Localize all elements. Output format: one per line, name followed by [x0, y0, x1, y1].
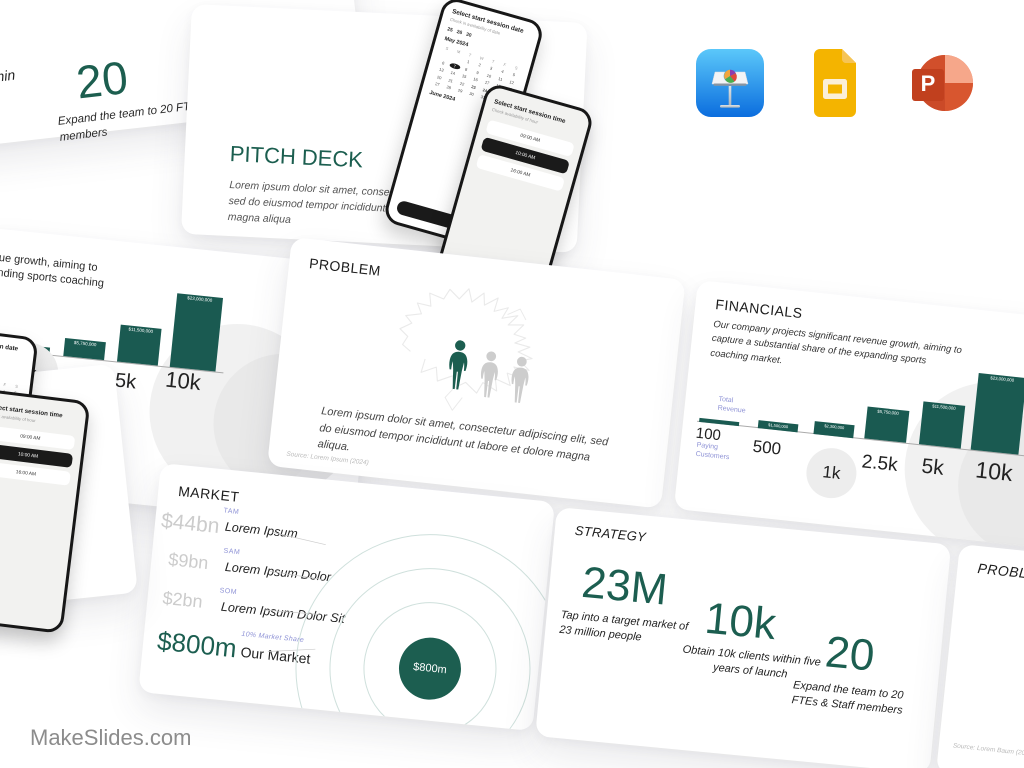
svg-text:P: P	[921, 71, 936, 96]
